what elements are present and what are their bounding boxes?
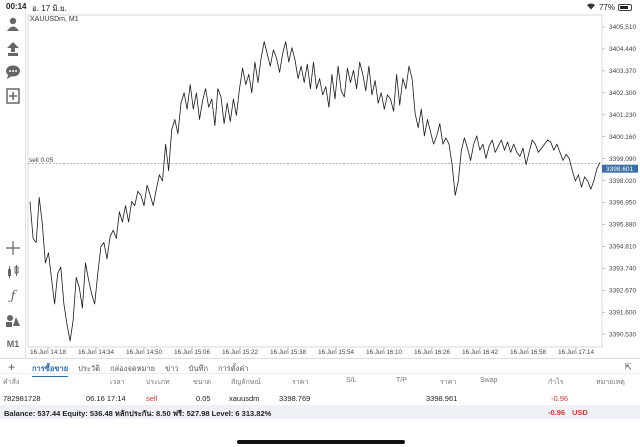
time-tick-label: 16 Jun 15:06 (174, 349, 210, 356)
balance-text: Balance: 537.44 Equity: 536.48 หลักประกั… (4, 409, 272, 418)
balance-bar: Balance: 537.44 Equity: 536.48 หลักประกั… (0, 405, 640, 419)
price-tick-label: 3398.020 (609, 178, 636, 185)
candles-icon[interactable] (5, 264, 21, 280)
status-bar: 00:14 อ. 17 มิ.ย. 77% (0, 0, 640, 13)
tab-mailbox[interactable]: กล่องจดหมาย (110, 364, 156, 373)
objects-icon[interactable] (5, 312, 21, 328)
tab-news[interactable]: ข่าว (165, 364, 179, 373)
price-tick-label: 3396.950 (609, 200, 636, 207)
new-order-plus-icon[interactable]: + (8, 360, 16, 374)
tab-trade[interactable]: การซื้อขาย (32, 363, 69, 377)
price-tick-label: 3399.090 (609, 156, 636, 163)
crosshair-icon[interactable] (5, 240, 21, 256)
price-tick-label: 3393.740 (609, 266, 636, 273)
battery-icon (618, 3, 632, 11)
column-header[interactable]: ประเภท (146, 379, 170, 386)
column-header[interactable]: คำสั่ง (3, 379, 20, 386)
price-tick-label: 3405.510 (609, 24, 636, 31)
price-chart[interactable]: XAUUSDm, M1 3405.510 3404.440 3403.370 3402… (26, 13, 640, 358)
column-header[interactable]: สัญลักษณ์ (231, 379, 261, 386)
price-tick-label: 3401.230 (609, 112, 636, 119)
clock: 00:14 (6, 2, 27, 11)
price-axis: 3405.510 3404.440 3403.370 3402.300 3401.230… (602, 24, 636, 338)
terminal-tabs: + การซื้อขาย ประวัติ กล่องจดหมาย ข่าว บันทึก… (0, 358, 640, 377)
price-line-series (29, 41, 601, 342)
column-header[interactable]: ราคา (440, 379, 457, 386)
time-tick-label: 16 Jun 15:38 (270, 349, 306, 356)
time-tick-label: 16 Jun 15:22 (222, 349, 258, 356)
price-tick-label: 3390.530 (609, 331, 636, 338)
battery-percent: 77% (598, 2, 615, 12)
order-type: sell (146, 394, 158, 403)
price-tick-label: 3402.300 (609, 90, 636, 97)
wifi-icon (586, 2, 596, 12)
order-time: 06.16 17:14 (86, 394, 126, 403)
column-header[interactable]: Swap (480, 377, 498, 384)
orders-table-header: คำสั่ง เวลา ประเภท ขนาด สัญลักษณ์ ราคา S/L T/P ร… (0, 375, 640, 389)
price-tick-label: 3403.370 (609, 68, 636, 75)
timeframe-label[interactable]: M1 (6, 339, 20, 349)
time-tick-label: 16 Jun 16:42 (462, 349, 498, 356)
home-indicator (237, 440, 405, 444)
column-header[interactable]: กำไร (548, 379, 564, 386)
price-tick-label: 3395.880 (609, 222, 636, 229)
order-open-price: 3398.769 (279, 394, 311, 403)
price-tick-label: 3391.600 (609, 309, 636, 316)
time-tick-label: 16 Jun 14:50 (126, 349, 162, 356)
column-header[interactable]: ราคา (292, 379, 309, 386)
order-volume: 0.05 (196, 394, 211, 403)
column-header[interactable]: S/L (346, 377, 357, 384)
status-icons: 77% (586, 2, 632, 12)
time-tick-label: 16 Jun 16:26 (414, 349, 450, 356)
left-toolbar: ƒ M1 (0, 13, 26, 358)
time-tick-label: 16 Jun 16:58 (510, 349, 546, 356)
order-profit: -0.96 (551, 394, 569, 403)
current-price-tag (602, 164, 638, 173)
tab-history[interactable]: ประวัติ (78, 364, 101, 373)
chat-icon[interactable] (5, 64, 21, 80)
indicator-f-icon[interactable]: ƒ (10, 288, 16, 304)
time-tick-label: 16 Jun 14:18 (30, 349, 66, 356)
account-currency: USD (572, 408, 588, 417)
chart-svg[interactable]: XAUUSDm, M1 3405.510 3404.440 3403.370 3402… (26, 13, 640, 358)
plot-frame (27, 14, 603, 348)
order-ticket: 782981728 (3, 394, 41, 403)
price-tick-label: 3400.160 (609, 134, 636, 141)
add-chart-icon[interactable] (5, 88, 21, 104)
price-tick-label: 3404.440 (609, 46, 636, 53)
tab-settings[interactable]: การตั้งค่า (218, 364, 249, 373)
order-symbol: xauusdm (229, 394, 260, 403)
column-header[interactable]: เวลา (110, 379, 125, 386)
time-tick-label: 16 Jun 16:10 (366, 349, 402, 356)
time-axis: 16 Jun 14:18 16 Jun 14:34 16 Jun 14:50 16 J… (30, 347, 594, 356)
price-tick-label: 3394.810 (609, 244, 636, 251)
column-header[interactable]: ขนาด (193, 379, 212, 386)
column-header[interactable]: T/P (396, 377, 407, 384)
tab-journal[interactable]: บันทึก (188, 364, 209, 373)
expand-panel-icon[interactable]: ⇱ (624, 362, 632, 372)
time-tick-label: 16 Jun 17:14 (558, 349, 594, 356)
table-row[interactable]: 782981728 06.16 17:14 sell 0.05 xauusdm 3398.… (0, 392, 640, 404)
current-price-value: 3398.601 (606, 166, 633, 173)
price-tick-label: 3392.670 (609, 287, 636, 294)
trade-up-icon[interactable] (5, 41, 21, 57)
symbol-label: XAUUSDm, M1 (30, 16, 79, 23)
account-icon[interactable] (5, 16, 21, 32)
time-tick-label: 16 Jun 14:34 (78, 349, 114, 356)
total-profit: -0.96 (548, 408, 566, 417)
date: อ. 17 มิ.ย. (32, 4, 67, 13)
order-price: 3398.961 (426, 394, 458, 403)
order-line-label: sell 0.05 (29, 157, 54, 164)
time-tick-label: 16 Jun 15:54 (318, 349, 354, 356)
column-header[interactable]: หมายเหตุ (596, 379, 625, 386)
